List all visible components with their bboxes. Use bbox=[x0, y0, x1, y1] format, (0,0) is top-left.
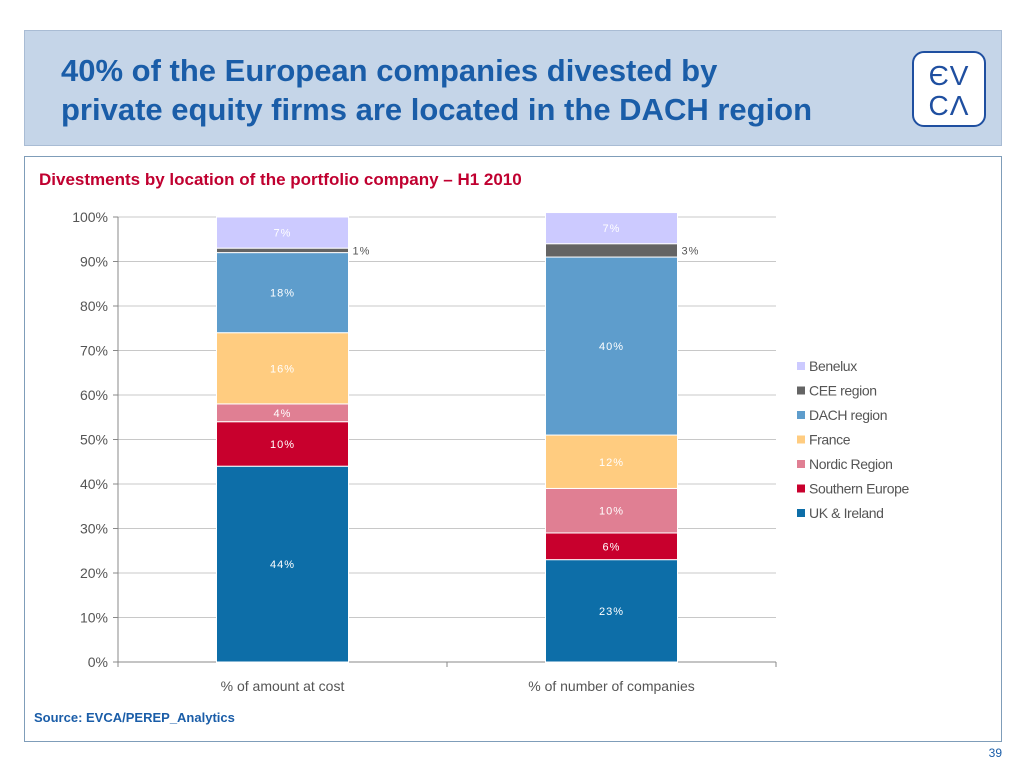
source-note: Source: EVCA/PEREP_Analytics bbox=[34, 710, 235, 725]
logo-line-1: ЄV bbox=[929, 60, 970, 91]
evca-logo-icon: ЄV CΛ bbox=[912, 51, 986, 127]
page-number: 39 bbox=[988, 746, 1002, 760]
title-banner: 40% of the European companies divested b… bbox=[24, 30, 1002, 146]
logo-line-2: CΛ bbox=[929, 90, 970, 121]
slide-title: 40% of the European companies divested b… bbox=[61, 53, 813, 127]
chart-panel: Divestments by location of the portfolio… bbox=[24, 156, 1002, 742]
chart-subtitle: Divestments by location of the portfolio… bbox=[39, 170, 522, 189]
